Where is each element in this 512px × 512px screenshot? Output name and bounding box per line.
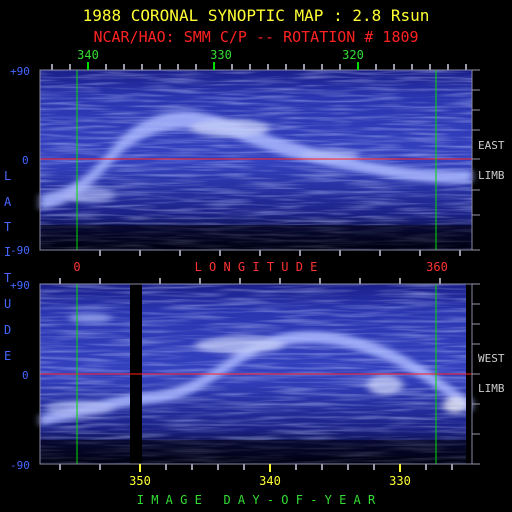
latitude-letter: A [4, 195, 12, 209]
latitude-letter: T [4, 271, 11, 285]
day-tick-340: 340 [259, 474, 281, 488]
east-limb-label: LIMB [478, 169, 505, 182]
latitude-letter: L [4, 169, 11, 183]
top-lat-label-south: -90 [10, 244, 30, 257]
latitude-letter: D [4, 323, 11, 337]
bottom-lat-label-north: +90 [10, 279, 30, 292]
bottom-lat-label-south: -90 [10, 459, 30, 472]
east-label: EAST [478, 139, 505, 152]
bottom-lat-label-equator: 0 [22, 369, 29, 382]
latitude-letter: U [4, 297, 11, 311]
longitude-axis-label: L O N G I T U D E [195, 260, 318, 274]
longitude-tick-0: 0 [73, 260, 80, 274]
latitude-axis-label: L A T I T U D E [4, 169, 12, 363]
top-tick-label-330: 330 [210, 48, 232, 62]
map-subtitle: NCAR/HAO: SMM C/P -- ROTATION # 1809 [93, 28, 418, 46]
map-title: 1988 CORONAL SYNOPTIC MAP : 2.8 Rsun [83, 6, 430, 25]
top-tick-label-320: 320 [342, 48, 364, 62]
day-of-year-axis-label: I M A G E D A Y - O F - Y E A R [137, 493, 376, 507]
west-label: WEST [478, 352, 505, 365]
top-tick-label-340: 340 [77, 48, 99, 62]
day-tick-350: 350 [129, 474, 151, 488]
latitude-letter: I [4, 245, 11, 259]
top-lat-label-north: +90 [10, 65, 30, 78]
latitude-letter: T [4, 220, 11, 234]
bottom-map-panel: +90 0 -90 350 340 330 I M A G E D A Y - … [10, 278, 505, 507]
top-map-panel: 340 330 320 +90 0 -90 0 360 L O N G I T … [10, 48, 505, 274]
longitude-tick-360: 360 [426, 260, 448, 274]
west-limb-label: LIMB [478, 382, 505, 395]
top-lat-label-equator: 0 [22, 154, 29, 167]
top-axis-ticks [51, 64, 467, 70]
latitude-letter: E [4, 349, 11, 363]
day-tick-330: 330 [389, 474, 411, 488]
